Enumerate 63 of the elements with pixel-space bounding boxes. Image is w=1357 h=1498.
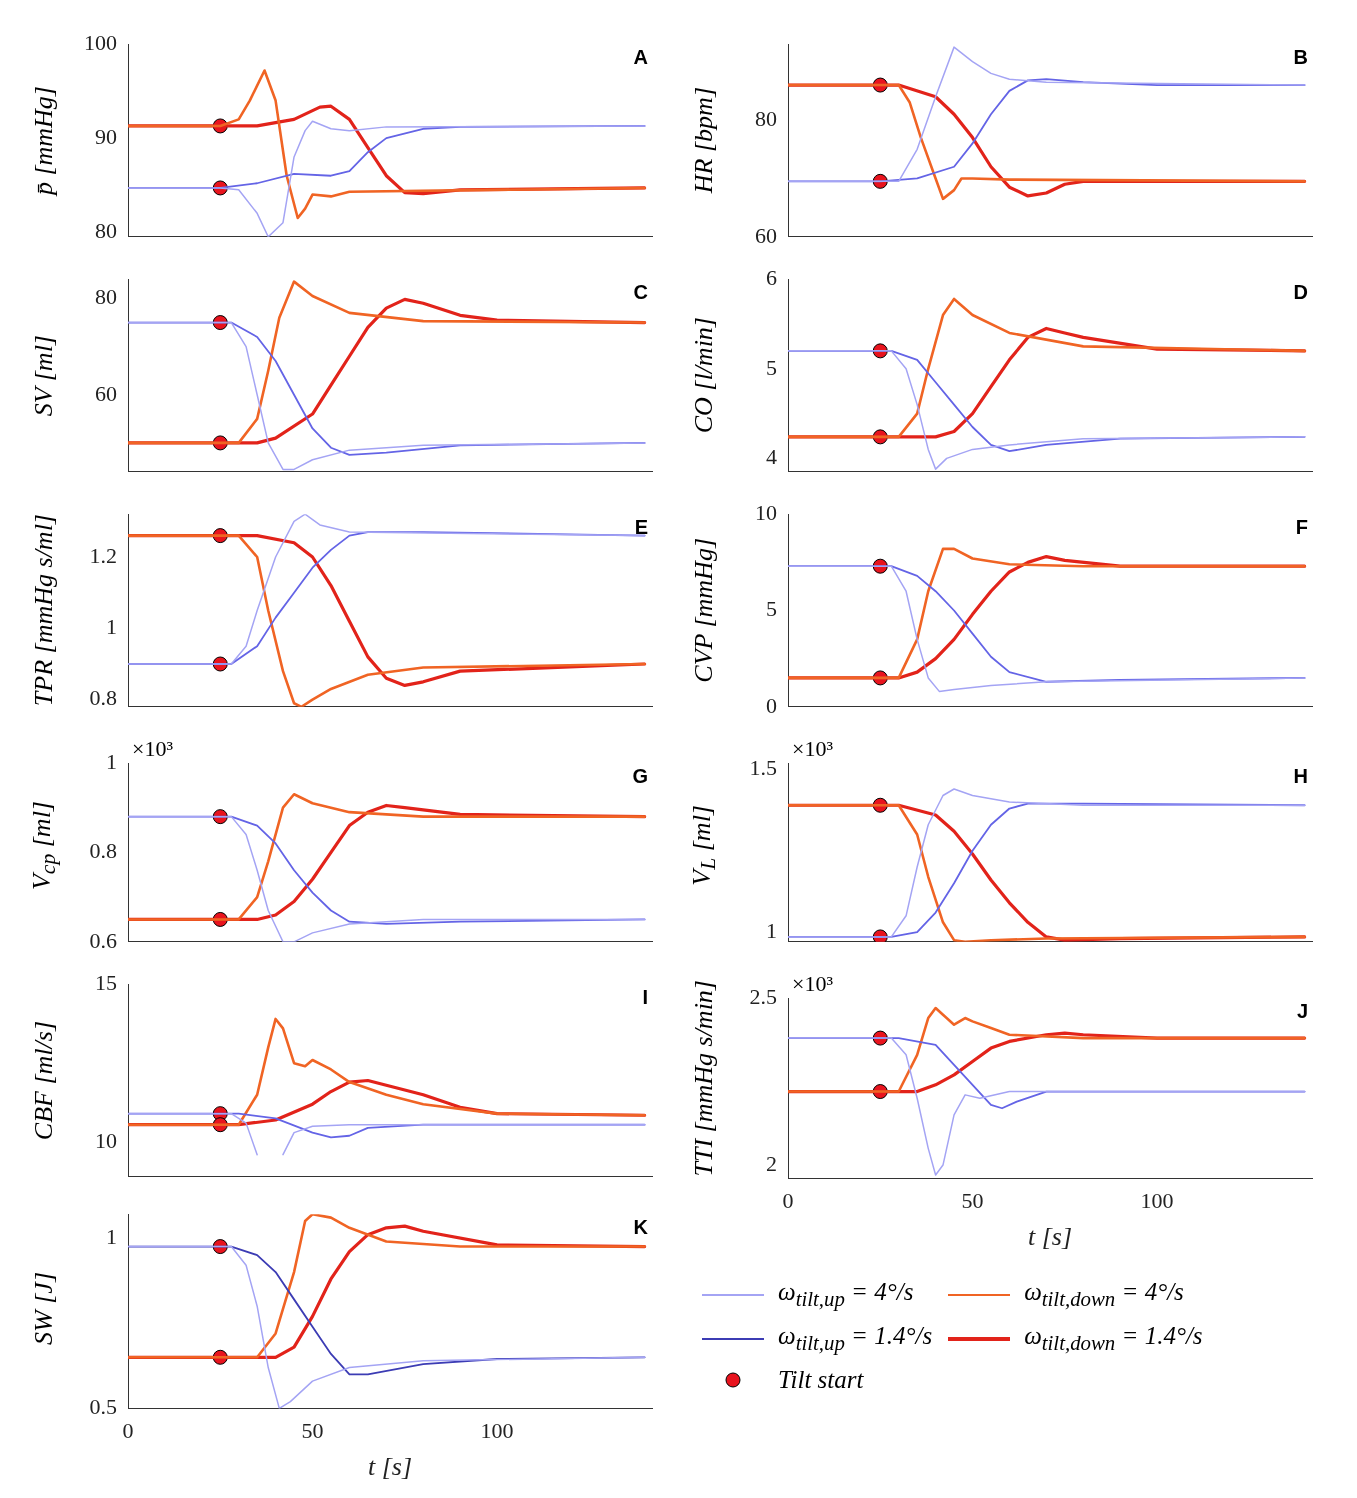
y-tick-label: 80	[95, 217, 117, 243]
chart-title: J	[1296, 999, 1308, 1022]
x-tick-label: 0	[122, 1418, 134, 1444]
y-tick-label: 60	[95, 380, 117, 406]
y-axis-title: TTI [mmHg s/min]	[689, 979, 719, 1177]
x-tick-label: 50	[301, 1418, 324, 1444]
y-tick-label: 100	[84, 29, 117, 55]
y-tick-label: 1	[766, 917, 777, 943]
chart-title: I	[642, 985, 648, 1008]
y-tick-label: 2.5	[749, 983, 777, 1009]
y-tick-label: 6	[766, 264, 777, 290]
legend-label: Tilt start	[778, 1366, 864, 1394]
y-tick-label: 0.8	[89, 685, 117, 711]
chart-title: E	[634, 515, 648, 538]
chart-title: G	[632, 764, 648, 787]
y-tick-label: 2	[766, 1150, 777, 1176]
legend-label: ω$_{tilt,down}$ = 1.4°/s	[1024, 1322, 1203, 1356]
y-tick-label: 10	[95, 1127, 117, 1153]
y-tick-label: 10	[755, 499, 777, 525]
y-axis-title: CO [l/min]	[689, 317, 719, 434]
y-axis-title: SV [ml]	[29, 334, 59, 417]
chart-title: H	[1293, 764, 1308, 787]
y-tick-label: 5	[766, 596, 777, 622]
y-tick-label: 60	[755, 222, 777, 248]
y-tick-label: 1.5	[749, 755, 777, 781]
y-axis-title: CVP [mmHg]	[689, 538, 719, 683]
x-axis-title: t [s]	[1027, 1222, 1073, 1252]
y-tick-label: 1	[106, 748, 117, 774]
legend-label: ω$_{tilt,down}$ = 4°/s	[1024, 1278, 1184, 1312]
chart-title: B	[1293, 45, 1308, 68]
y-tick-label: 90	[95, 123, 117, 149]
text: ×10³	[792, 735, 834, 761]
legend-label: ω$_{tilt,up}$ = 1.4°/s	[778, 1322, 933, 1356]
y-tick-label: 4	[766, 444, 777, 470]
text: ×10³	[792, 970, 834, 996]
y-tick-label: 1.2	[89, 542, 117, 568]
x-tick-label: 50	[961, 1188, 984, 1214]
y-tick-label: 0.6	[89, 927, 117, 953]
y-tick-label: 80	[755, 105, 777, 131]
y-tick-label: 1	[106, 1223, 117, 1249]
y-axis-title: SW [J]	[29, 1271, 59, 1345]
y-tick-label: 0.5	[89, 1394, 117, 1420]
x-tick-label: 100	[1140, 1188, 1174, 1214]
legend-label: ω$_{tilt,up}$ = 4°/s	[778, 1278, 914, 1312]
y-tick-label: 0.8	[89, 838, 117, 864]
y-tick-label: 5	[766, 354, 777, 380]
y-axis-title: p̄ [mmHg]	[29, 85, 59, 196]
chart-title: F	[1295, 515, 1308, 538]
chart-title: K	[633, 1215, 649, 1238]
x-axis-title: t [s]	[367, 1452, 413, 1482]
chart-title: D	[1293, 280, 1308, 303]
chart-title: C	[633, 280, 648, 303]
y-axis-title: HR [bpm]	[689, 87, 719, 194]
y-tick-label: 1	[106, 614, 117, 640]
y-tick-label: 80	[95, 284, 117, 310]
y-axis-title: TPR [mmHg s/ml]	[29, 514, 59, 707]
text: ×10³	[132, 735, 174, 761]
chart-title: A	[633, 45, 648, 68]
y-tick-label: 15	[95, 969, 117, 995]
y-tick-label: 0	[766, 692, 777, 718]
x-tick-label: 0	[782, 1188, 794, 1214]
x-tick-label: 100	[480, 1418, 514, 1444]
y-axis-title: CBF [ml/s]	[29, 1020, 59, 1141]
